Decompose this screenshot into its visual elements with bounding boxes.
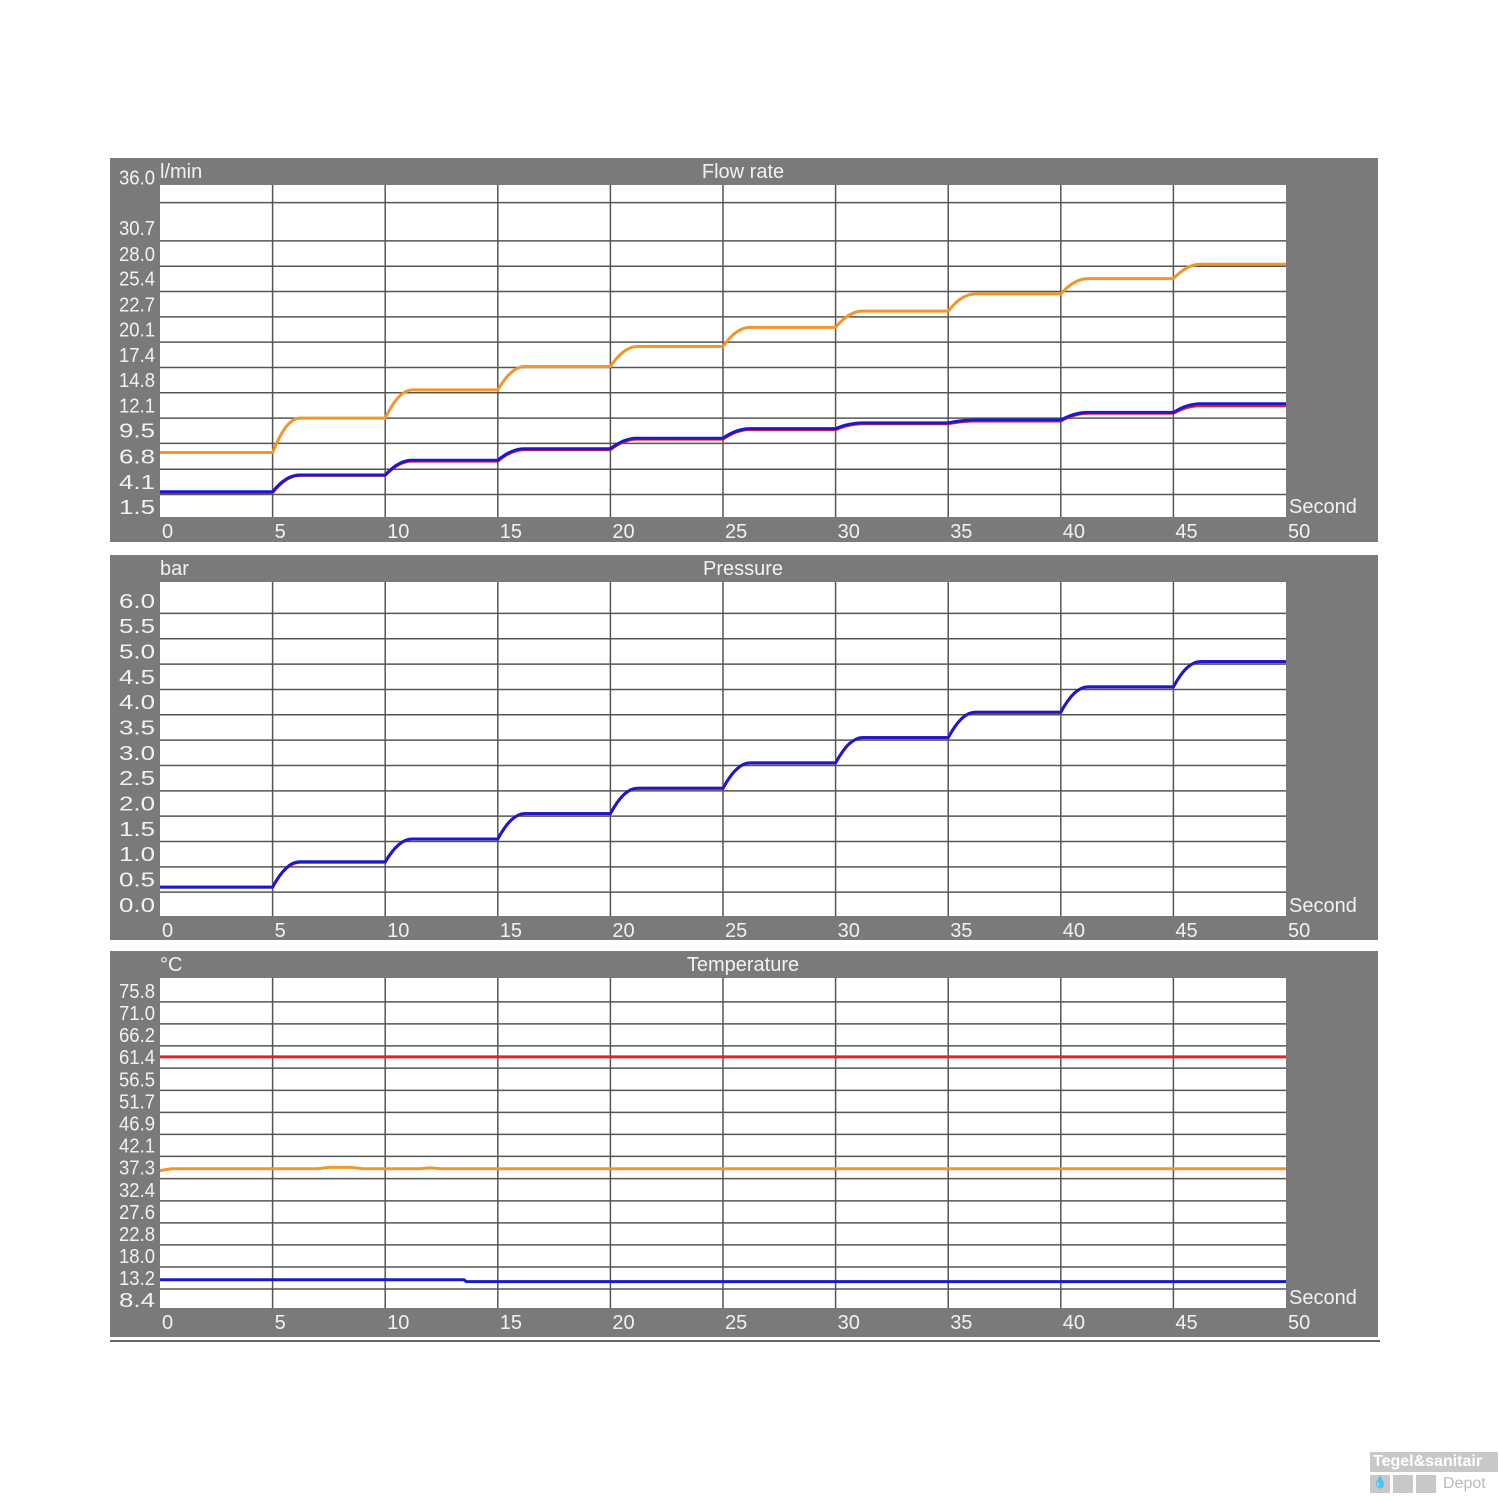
x-tick-label: 50 [1288,521,1310,543]
tile-icon [1416,1475,1436,1493]
x-tick-label: 0 [162,521,173,543]
y-tick-label: 20.1 [119,319,155,341]
x-tick-label: 45 [1175,521,1197,543]
y-tick-label: 4.5 [119,667,155,689]
x-tick-label: 5 [275,521,286,543]
x-tick-label: 20 [612,1312,634,1334]
x-tick-label: 15 [500,521,522,543]
y-tick-label: 12.1 [119,396,155,418]
y-axis-label: l/min [160,161,202,183]
y-tick-label: 42.1 [119,1135,155,1157]
x-tick-label: 25 [725,521,747,543]
y-tick-label: 25.4 [119,269,155,291]
y-tick-label: 2.5 [119,768,155,790]
y-tick-label: 9.5 [119,421,155,443]
x-tick-label: 10 [387,1312,409,1334]
chart-title: Temperature [687,954,799,976]
x-tick-label: 40 [1063,920,1085,942]
y-tick-label: 0.0 [119,895,155,917]
y-tick-label: 6.8 [119,446,155,468]
y-tick-label: 5.0 [119,641,155,663]
y-tick-label: 18.0 [119,1246,155,1268]
drop-icon: 💧 [1370,1475,1390,1493]
x-tick-label: 30 [838,920,860,942]
x-tick-label: 45 [1175,1312,1197,1334]
y-axis-label: °C [160,954,182,976]
series-line [160,402,1286,494]
y-tick-label: 71.0 [119,1003,155,1025]
x-tick-label: 45 [1175,920,1197,942]
y-tick-label: 17.4 [119,345,155,367]
x-tick-label: 0 [162,1312,173,1334]
y-tick-label: 22.7 [119,294,155,316]
watermark-brand: Tegel&sanitair [1370,1452,1498,1472]
x-tick-label: 40 [1063,1312,1085,1334]
x-tick-label: 30 [838,1312,860,1334]
x-tick-label: 30 [838,521,860,543]
watermark-logo: Tegel&sanitair 💧 Depot [1370,1452,1498,1493]
x-tick-label: 0 [162,920,173,942]
y-tick-label: 4.1 [119,472,155,494]
y-tick-label: 75.8 [119,981,155,1003]
chart-flow-rate: 1.5 4.1 6.8 9.5 12.1 14.8 17.4 20.1 22.7 25.4 28.0… [110,158,1378,543]
y-tick-label: 28.0 [119,244,155,266]
y-tick-label: 5.5 [119,616,155,638]
chart-temperature: 8.413.218.022.827.632.437.342.146.951.75… [110,951,1378,1337]
series-line [159,1165,1286,1173]
x-axis-label: Second [1289,496,1357,518]
x-tick-label: 25 [725,1312,747,1334]
x-tick-label: 50 [1288,920,1310,942]
x-tick-label: 50 [1288,1312,1310,1334]
y-tick-label: 2.0 [119,793,155,815]
x-tick-label: 25 [725,920,747,942]
tile-icon [1393,1475,1413,1493]
y-tick-label: 32.4 [119,1180,155,1202]
y-tick-label: 66.2 [119,1025,155,1047]
x-tick-label: 35 [950,521,972,543]
y-tick-label: 51.7 [119,1091,155,1113]
x-tick-label: 35 [950,1312,972,1334]
x-tick-label: 40 [1063,521,1085,543]
x-axis-label: Second [1289,895,1357,917]
y-tick-label: 27.6 [119,1202,155,1224]
x-tick-label: 10 [387,521,409,543]
chart-title: Flow rate [702,161,784,183]
series-line [160,262,1286,454]
x-tick-label: 5 [275,920,286,942]
x-axis-label: Second [1289,1287,1357,1309]
y-tick-label: 61.4 [119,1047,155,1069]
x-tick-label: 10 [387,920,409,942]
y-tick-label: 13.2 [119,1268,155,1290]
y-tick-label: 1.5 [119,497,155,519]
y-tick-label: 4.0 [119,692,155,714]
y-tick-label: 56.5 [119,1069,155,1091]
x-tick-label: 15 [500,1312,522,1334]
y-tick-label: 1.0 [119,844,155,866]
y-tick-label: 0.5 [119,870,155,892]
x-tick-label: 20 [612,521,634,543]
x-tick-label: 15 [500,920,522,942]
x-tick-label: 5 [275,1312,286,1334]
y-tick-label: 30.7 [119,218,155,240]
watermark-sub: Depot [1443,1475,1486,1492]
y-tick-label: 46.9 [119,1113,155,1135]
chart-pressure: 0.0 0.5 1.0 1.5 2.0 2.5 3.0 3.5 4.0 4.5 5.0 5.5 6.0 0… [110,555,1378,942]
x-tick-label: 35 [950,920,972,942]
series-line [160,660,1286,889]
y-tick-label: 3.0 [119,743,155,765]
y-tick-label: 1.5 [119,819,155,841]
x-tick-label: 20 [612,920,634,942]
series-line [160,1278,1286,1284]
y-tick-label: 8.4 [119,1290,155,1312]
y-tick-label: 22.8 [119,1224,155,1246]
y-axis-label: bar [160,558,189,580]
y-tick-label: 37.3 [119,1157,155,1179]
y-tick-label: 14.8 [119,370,155,392]
y-tick-label: 6.0 [119,591,155,613]
chart-title: Pressure [703,558,783,580]
y-tick-label: 36.0 [119,167,155,189]
y-tick-label: 3.5 [119,717,155,739]
